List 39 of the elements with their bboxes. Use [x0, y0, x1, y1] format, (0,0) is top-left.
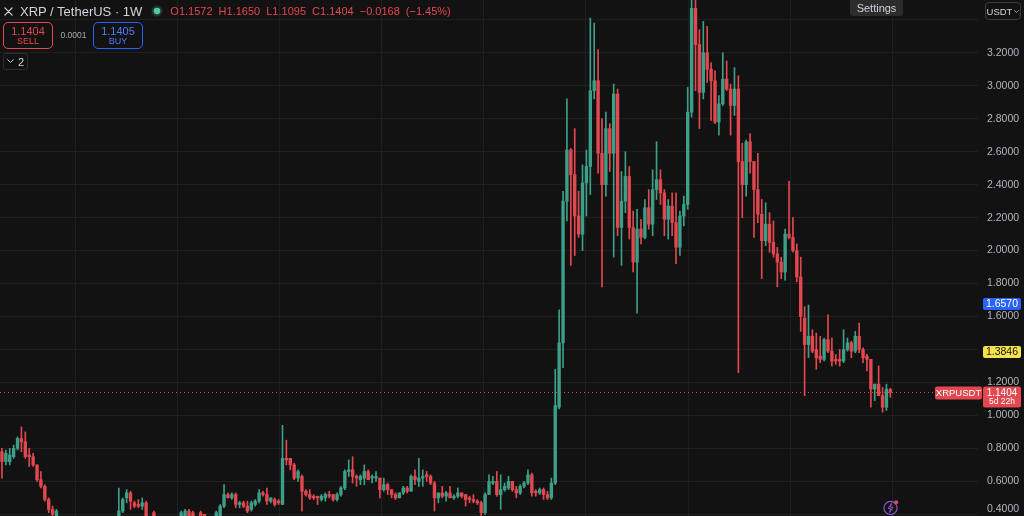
candlestick [374, 471, 378, 482]
annotation: SELL [16, 35, 40, 47]
text: 1.1404 [986, 386, 1018, 398]
candlestick [814, 332, 818, 370]
y-tick-label: 1.8000 [987, 276, 1020, 289]
annotation: 1.1404 [11, 24, 45, 37]
text: 5d 22h [989, 396, 1016, 407]
candlestick [499, 474, 503, 510]
y-tick-label: 2.2000 [987, 210, 1020, 223]
ref-line-label: XRPUSDT [935, 386, 982, 398]
y-tick-label: 2.4000 [987, 177, 1020, 190]
annotation: 2 [17, 55, 25, 68]
text: 1.3846 [985, 345, 1019, 358]
y-tick-label: 2.0000 [987, 243, 1020, 256]
y-tick-label: 3.0000 [987, 78, 1020, 91]
candlestick [117, 487, 121, 516]
annotation: BUY [108, 35, 128, 47]
y-tick-label: 1.2000 [987, 375, 1020, 388]
candlestick [417, 457, 421, 487]
y-tick-label: 2.6000 [987, 144, 1020, 157]
text: 1.6570 [985, 297, 1019, 310]
y-tick-label: 3.2000 [987, 45, 1020, 58]
buy-button: 1.1405 BUY [93, 22, 143, 49]
y-tick-label: 0.6000 [987, 474, 1020, 487]
y-tick-label: 2.8000 [987, 111, 1020, 124]
chart-title: XRP / TetherUS · 1W [20, 3, 143, 19]
candlestick [370, 474, 374, 484]
candlestick [818, 335, 822, 364]
dropdown-button: 2 [3, 53, 28, 70]
y-tick-label: 0.4000 [987, 501, 1020, 514]
dropdown-button: USDT [985, 2, 1021, 20]
y-tick-label: 1.6000 [987, 309, 1020, 322]
text: O1.1572 H1.1650 L1.1095 C1.1404 −0.0168 (−1.45%) [170, 5, 451, 17]
annotation: 0.0001 [59, 30, 88, 40]
y-tick-label: 0.8000 [987, 441, 1020, 454]
y-tick-label: 1.0000 [987, 408, 1020, 421]
annotation: 1.1405 [101, 24, 135, 37]
tooltip: Settings [850, 0, 903, 16]
sell-button: 1.1404 SELL [3, 22, 53, 49]
